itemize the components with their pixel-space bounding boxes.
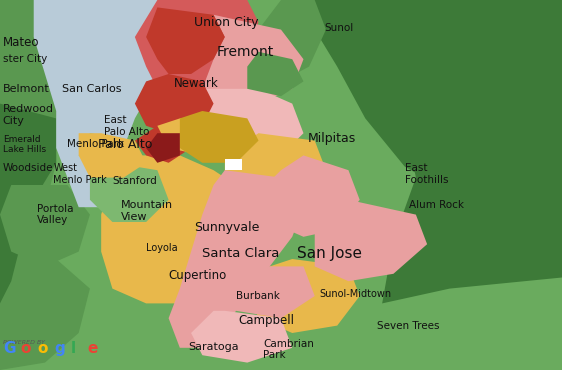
- Polygon shape: [79, 133, 146, 178]
- Text: West
Menlo Park: West Menlo Park: [53, 163, 107, 185]
- Text: Santa Clara: Santa Clara: [202, 247, 280, 260]
- Polygon shape: [191, 311, 292, 363]
- Polygon shape: [225, 207, 281, 244]
- Text: San Carlos: San Carlos: [62, 84, 121, 94]
- Text: Union City: Union City: [194, 16, 259, 29]
- Text: Stanford: Stanford: [112, 176, 157, 186]
- Text: Sunol-Midtown: Sunol-Midtown: [319, 289, 391, 299]
- Text: o: o: [37, 341, 47, 356]
- Polygon shape: [259, 155, 360, 237]
- Text: Mateo: Mateo: [3, 36, 39, 49]
- Polygon shape: [0, 185, 90, 266]
- Text: Sunnyvale: Sunnyvale: [194, 221, 259, 234]
- Polygon shape: [79, 133, 135, 170]
- Polygon shape: [180, 111, 259, 163]
- Polygon shape: [135, 0, 259, 96]
- Text: Woodside: Woodside: [3, 163, 53, 174]
- Text: East
Palo Alto: East Palo Alto: [104, 115, 149, 137]
- Polygon shape: [146, 7, 225, 74]
- Polygon shape: [214, 266, 315, 318]
- Polygon shape: [337, 0, 562, 370]
- Text: Palo Alto: Palo Alto: [98, 138, 153, 151]
- Text: East
Foothills: East Foothills: [405, 163, 448, 185]
- Text: Redwood
City: Redwood City: [3, 104, 54, 125]
- Polygon shape: [135, 74, 214, 133]
- Text: Campbell: Campbell: [239, 313, 295, 327]
- Text: Loyola: Loyola: [146, 243, 178, 253]
- Polygon shape: [0, 104, 56, 303]
- Polygon shape: [169, 170, 303, 348]
- Text: o: o: [20, 341, 30, 356]
- Polygon shape: [247, 259, 360, 333]
- Text: Cupertino: Cupertino: [169, 269, 227, 282]
- Polygon shape: [169, 89, 303, 163]
- Polygon shape: [309, 0, 562, 204]
- Text: Milpitas: Milpitas: [308, 132, 356, 145]
- Text: San Jose: San Jose: [297, 246, 362, 261]
- Text: l: l: [71, 341, 76, 356]
- Polygon shape: [225, 159, 242, 170]
- Polygon shape: [225, 133, 326, 200]
- Text: Seven Trees: Seven Trees: [377, 320, 439, 331]
- Text: Sunol: Sunol: [325, 23, 354, 33]
- Polygon shape: [247, 52, 303, 96]
- Text: Saratoga: Saratoga: [188, 342, 239, 352]
- Text: Mountain
View: Mountain View: [121, 200, 173, 222]
- Polygon shape: [202, 15, 303, 104]
- Text: Burbank: Burbank: [236, 291, 280, 301]
- Polygon shape: [259, 0, 326, 81]
- Text: Cambrian
Park: Cambrian Park: [263, 339, 314, 360]
- Polygon shape: [354, 0, 562, 370]
- Polygon shape: [34, 0, 180, 207]
- Polygon shape: [101, 155, 259, 303]
- Text: POWERED BY: POWERED BY: [3, 340, 46, 345]
- Polygon shape: [315, 200, 427, 281]
- Polygon shape: [270, 74, 292, 89]
- Text: g: g: [54, 341, 65, 356]
- Text: G: G: [3, 341, 16, 356]
- Text: Alum Rock: Alum Rock: [409, 200, 464, 211]
- Polygon shape: [0, 0, 79, 370]
- Text: Belmont: Belmont: [3, 84, 49, 94]
- Polygon shape: [281, 278, 562, 370]
- Text: ster City: ster City: [3, 54, 47, 64]
- Text: Menlo Park: Menlo Park: [67, 139, 125, 149]
- Text: Emerald
Lake Hills: Emerald Lake Hills: [3, 135, 46, 154]
- Text: Newark: Newark: [174, 77, 219, 90]
- Text: Portola
Valley: Portola Valley: [37, 204, 73, 225]
- Polygon shape: [0, 259, 90, 370]
- Polygon shape: [146, 133, 180, 163]
- Text: e: e: [88, 341, 98, 356]
- Polygon shape: [135, 126, 191, 163]
- Polygon shape: [157, 118, 225, 155]
- Text: Fremont: Fremont: [216, 45, 274, 59]
- Polygon shape: [90, 163, 169, 222]
